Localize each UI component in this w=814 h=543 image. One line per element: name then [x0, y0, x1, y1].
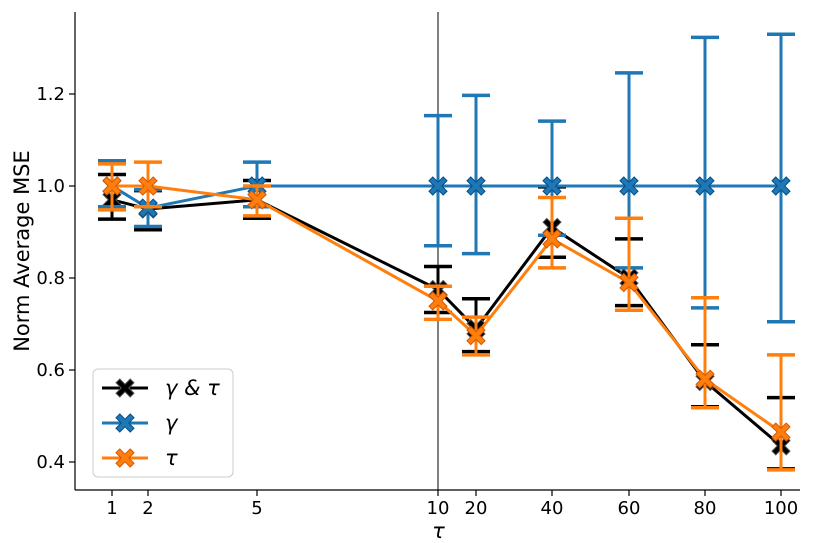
data-point-marker	[619, 272, 639, 293]
data-point-marker	[138, 176, 158, 196]
x-tick-label: 2	[142, 498, 153, 519]
y-tick-label: 1.0	[36, 176, 65, 197]
data-point-marker	[619, 176, 639, 196]
data-point-marker	[771, 176, 791, 196]
data-point-marker	[115, 448, 135, 468]
data-point-marker	[466, 325, 486, 346]
data-point-marker	[695, 369, 715, 389]
data-point-marker	[247, 190, 267, 210]
y-tick-label: 0.4	[36, 452, 65, 473]
data-point-marker	[102, 176, 122, 196]
legend-frame	[92, 368, 234, 478]
x-tick-label: 1	[106, 498, 117, 519]
data-point-marker	[542, 176, 562, 196]
legend-label: τ	[165, 446, 178, 470]
x-tick-label: 100	[764, 498, 798, 519]
data-point-marker	[466, 176, 486, 196]
legend-label: γ & τ	[165, 376, 220, 400]
x-tick-label: 60	[618, 498, 641, 519]
x-axis-label: τ	[432, 519, 445, 543]
data-point-marker	[771, 422, 791, 442]
legend: γ & τ γτ	[92, 368, 234, 478]
series-1	[98, 32, 795, 324]
y-tick-label: 1.2	[36, 84, 65, 105]
legend-label: γ	[165, 411, 179, 435]
data-point-marker	[695, 176, 715, 196]
data-point-marker	[428, 176, 448, 196]
series-layer	[98, 32, 795, 472]
data-point-marker	[115, 378, 135, 398]
x-tick-label: 40	[541, 498, 564, 519]
x-tick-label: 80	[694, 498, 717, 519]
x-tick-label: 10	[427, 498, 450, 519]
axes: 1 2 5 10 20 40 60 80 100 0.4 0.6 0.8 1.0 1.2	[36, 12, 800, 519]
x-tick-label: 20	[465, 498, 488, 519]
y-tick-label: 0.8	[36, 268, 65, 289]
data-point-marker	[428, 291, 448, 311]
data-point-marker	[542, 229, 562, 249]
series-2	[98, 160, 795, 472]
data-point-marker	[115, 413, 135, 433]
x-tick-label: 5	[251, 498, 262, 519]
y-tick-label: 0.6	[36, 360, 65, 381]
y-axis-label: Norm Average MSE	[10, 150, 34, 352]
